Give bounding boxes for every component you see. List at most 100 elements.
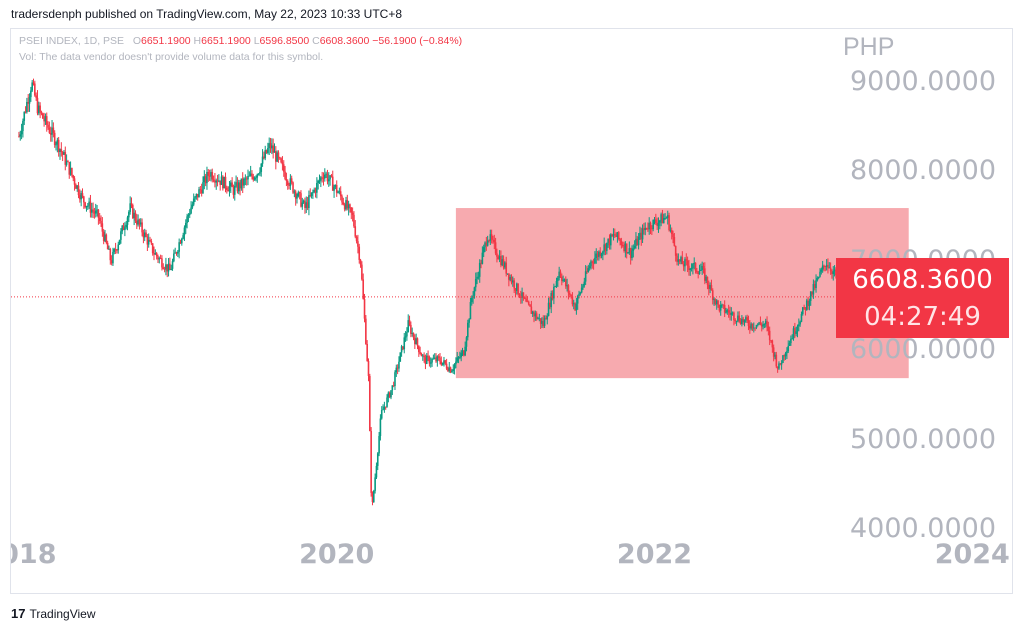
candle-body xyxy=(718,304,721,311)
candle-body xyxy=(693,262,696,265)
candle-body xyxy=(73,178,76,185)
candle-body xyxy=(469,301,472,320)
candle-body xyxy=(224,176,227,188)
candle-body xyxy=(316,183,318,193)
candle-body xyxy=(290,178,293,183)
candle-body xyxy=(22,120,24,132)
candle-body xyxy=(47,124,49,128)
y-tick-label: 5000.0000 xyxy=(849,423,996,455)
candle-body xyxy=(391,385,394,391)
candle-body xyxy=(689,268,692,270)
candle-body xyxy=(531,311,534,314)
candle-body xyxy=(80,193,82,200)
candle-body xyxy=(706,276,709,285)
candle-body xyxy=(647,228,649,230)
candle-body xyxy=(132,205,134,219)
candle-body xyxy=(375,465,378,478)
candle-body xyxy=(143,232,146,238)
candle-body xyxy=(808,300,811,306)
candle-body xyxy=(539,318,542,324)
candle-body xyxy=(104,234,106,241)
candle-body xyxy=(798,324,800,327)
candle-body xyxy=(760,324,763,327)
candle-body xyxy=(583,281,586,286)
candle-body xyxy=(263,156,265,159)
candle-body xyxy=(443,360,445,363)
candle-body xyxy=(141,222,143,233)
candle-body xyxy=(415,338,417,345)
candle-body xyxy=(476,276,478,279)
range-rectangle[interactable] xyxy=(455,208,909,379)
candle-body xyxy=(722,304,725,306)
candle-body xyxy=(350,207,353,213)
candle-body xyxy=(79,195,81,200)
candle-body xyxy=(146,236,149,245)
last-price-badge: 6608.3600 04:27:49 xyxy=(836,258,1009,338)
candle-body xyxy=(357,241,359,247)
candle-body xyxy=(314,189,317,193)
candle-body xyxy=(275,151,277,162)
candle-body xyxy=(349,204,351,208)
candle-body xyxy=(805,300,808,310)
candle-body xyxy=(510,276,513,283)
candle-body xyxy=(51,127,53,135)
candle-body xyxy=(725,312,727,313)
candle-body xyxy=(567,285,570,294)
symbol-name: PSEI INDEX, 1D, PSE xyxy=(19,35,125,47)
low-value: 6596.8500 xyxy=(259,35,310,47)
candle-body xyxy=(441,362,444,365)
candle-body xyxy=(753,327,755,329)
candle-body xyxy=(24,111,27,113)
candle-body xyxy=(407,320,410,333)
tradingview-logo[interactable]: 17 TradingView xyxy=(11,606,96,621)
candle-body xyxy=(673,237,676,246)
candle-body xyxy=(326,173,329,182)
candle-body xyxy=(449,367,452,373)
candle-body xyxy=(509,276,511,280)
candle-body xyxy=(271,145,273,149)
candle-body xyxy=(277,152,280,158)
candle-body xyxy=(496,253,498,257)
candle-body xyxy=(150,241,153,244)
chart-frame[interactable]: PSEI INDEX, 1D, PSE O6651.1900 H6651.190… xyxy=(10,28,1013,594)
candle-body xyxy=(406,332,408,337)
chart-plot[interactable] xyxy=(11,29,1012,593)
candle-body xyxy=(166,264,169,272)
candle-body xyxy=(264,150,267,159)
candle-body xyxy=(629,248,632,259)
candle-body xyxy=(799,321,801,325)
candle-body xyxy=(498,256,501,260)
candle-body xyxy=(387,392,390,398)
candle-body xyxy=(313,189,316,193)
candle-body xyxy=(380,410,383,419)
candle-body xyxy=(231,182,233,188)
candle-body xyxy=(445,363,448,369)
candle-body xyxy=(161,258,163,268)
candle-body xyxy=(139,222,142,225)
candle-body xyxy=(420,353,423,357)
candle-body xyxy=(723,305,726,313)
candle-body xyxy=(770,340,772,341)
candle-body xyxy=(247,176,249,180)
candle-body xyxy=(112,251,114,264)
candle-body xyxy=(705,276,707,281)
candle-body xyxy=(57,139,60,152)
candle-body xyxy=(831,271,833,275)
candle-body xyxy=(296,196,298,199)
candle-body xyxy=(304,200,306,208)
candle-body xyxy=(700,269,702,272)
candle-body xyxy=(794,328,796,334)
candle-body xyxy=(125,224,127,228)
candle-body xyxy=(354,226,357,237)
candle-body xyxy=(820,269,823,272)
candle-body xyxy=(183,227,186,236)
candle-body xyxy=(527,301,530,305)
candle-body xyxy=(672,234,674,238)
candle-body xyxy=(584,271,587,282)
candle-body xyxy=(312,192,314,193)
candle-body xyxy=(662,218,665,224)
candle-body xyxy=(342,202,345,205)
candle-body xyxy=(320,177,322,181)
candle-body xyxy=(518,294,521,297)
candle-body xyxy=(327,179,330,182)
